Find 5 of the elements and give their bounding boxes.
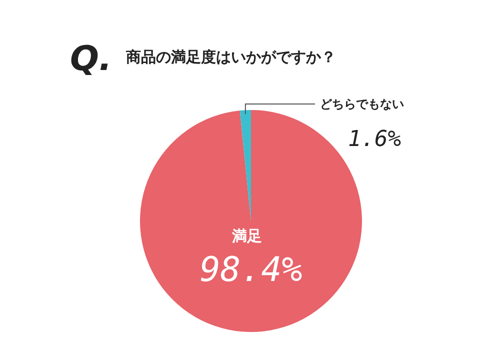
slice-label: 満足	[231, 227, 262, 245]
data-label: 98.4%	[200, 250, 302, 290]
data-label: 1.6%	[348, 127, 401, 152]
title: Q. 商品の満足度はいかがですか？	[70, 39, 336, 79]
slice-label: どちらでもない	[320, 97, 404, 111]
